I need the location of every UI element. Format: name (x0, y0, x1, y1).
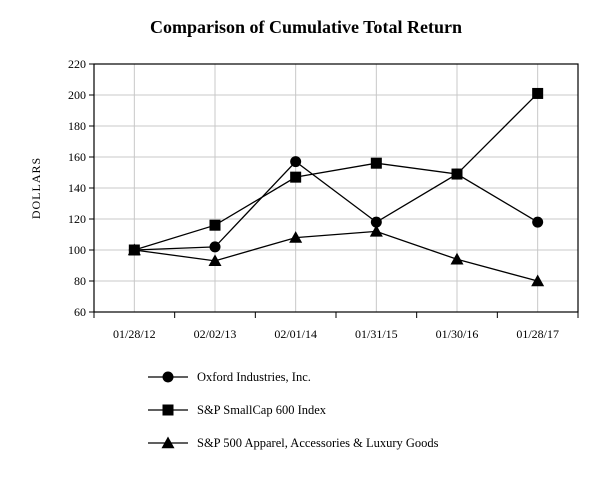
chart-title: Comparison of Cumulative Total Return (150, 17, 462, 37)
series-triangle (127, 224, 545, 287)
x-tick-label: 01/31/15 (355, 327, 398, 341)
data-point (531, 274, 545, 287)
series-square (128, 87, 544, 256)
y-tick-label: 180 (68, 119, 86, 133)
y-tick-label: 160 (68, 150, 86, 164)
data-point (208, 254, 222, 267)
data-point (370, 216, 382, 228)
data-point (290, 171, 302, 183)
y-tick-label: 120 (68, 212, 86, 226)
data-point (370, 157, 382, 169)
data-point (450, 252, 464, 265)
data-point (127, 243, 141, 256)
y-axis-label: DOLLARS (29, 157, 43, 219)
series-line (134, 230, 538, 282)
data-point (369, 224, 383, 237)
series-line (134, 160, 538, 251)
x-tick-label: 01/30/16 (436, 327, 479, 341)
y-tick-label: 200 (68, 88, 86, 102)
y-tick-label: 140 (68, 181, 86, 195)
legend-marker (162, 404, 174, 416)
x-tick-label: 01/28/17 (516, 327, 559, 341)
legend: Oxford Industries, Inc. S&P SmallCap 600 … (148, 370, 439, 450)
axes: 60 80 100 120 140 160 180 200 220 01/28/12 02/02/1… (68, 57, 579, 341)
data-point (209, 219, 221, 231)
series-line (134, 92, 539, 251)
series-layer (127, 87, 545, 287)
y-tick-label: 60 (74, 305, 86, 319)
grid (94, 63, 578, 313)
legend-item: S&P SmallCap 600 Index (148, 403, 327, 417)
legend-item: S&P 500 Apparel, Accessories & Luxury Go… (148, 436, 439, 450)
legend-label: S&P SmallCap 600 Index (197, 403, 327, 417)
data-point (532, 87, 544, 99)
legend-label: Oxford Industries, Inc. (197, 370, 311, 384)
data-point (290, 156, 302, 168)
x-tick-label: 02/01/14 (274, 327, 317, 341)
y-tick-label: 100 (68, 243, 86, 257)
y-tick-label: 220 (68, 57, 86, 71)
legend-label: S&P 500 Apparel, Accessories & Luxury Go… (197, 436, 439, 450)
legend-item: Oxford Industries, Inc. (148, 370, 311, 384)
y-tick-label: 80 (74, 274, 86, 288)
legend-marker (162, 371, 174, 383)
data-point (451, 168, 463, 180)
legend-marker (161, 436, 175, 449)
x-tick-label: 01/28/12 (113, 327, 156, 341)
data-point (289, 231, 303, 243)
data-point (209, 241, 221, 253)
series-circle (128, 156, 544, 256)
x-tick-label: 02/02/13 (194, 327, 237, 341)
data-point (532, 216, 544, 228)
